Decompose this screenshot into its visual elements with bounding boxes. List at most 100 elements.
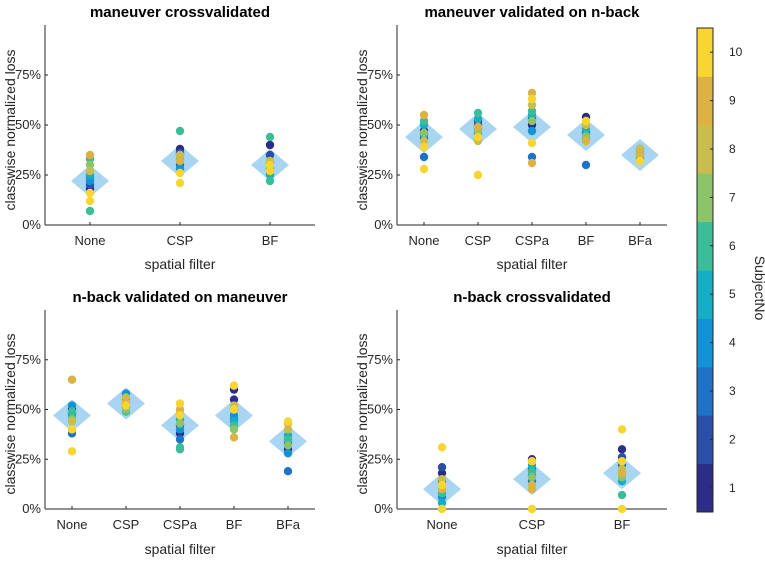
y-tick-label: 75%: [15, 67, 41, 82]
subject-point-6: [67, 407, 77, 416]
y-tick-label: 50%: [15, 117, 41, 132]
colorbar-frame: [696, 27, 714, 513]
colorbar-swatch-6: [697, 221, 713, 271]
subject-point-6: [527, 466, 537, 476]
subject-point-9: [527, 88, 537, 98]
panel-maneuver-validated-on-n-back: maneuver validated on n-back classwise n…: [354, 4, 667, 272]
subject-point-2: [437, 463, 447, 472]
subject-point-8: [67, 417, 77, 426]
colorbar-tick-label: 9: [729, 94, 736, 108]
colorbar-swatch-3: [697, 366, 713, 416]
subject-point-3: [175, 435, 185, 444]
x-tick-label-cspa: CSPa: [515, 233, 550, 248]
subject-point-9: [581, 136, 591, 146]
subject-point-7: [229, 425, 239, 434]
y-axis-label: classwise normalized loss: [354, 333, 370, 494]
subject-point-4: [527, 126, 537, 136]
subject-point-7: [419, 128, 429, 138]
x-tick-label-bf: BF: [614, 517, 631, 532]
subject-point-10: [617, 504, 627, 514]
subject-point-10: [635, 156, 645, 166]
subject-point-6: [175, 443, 185, 452]
y-tick-label: 0%: [374, 217, 393, 232]
subject-point-5: [473, 114, 483, 124]
subject-point-10: [67, 447, 77, 456]
colorbar-swatch-4: [697, 318, 713, 368]
subject-point-10: [419, 164, 429, 174]
colorbar-tick-label: 7: [729, 190, 736, 204]
x-tick-label-none: None: [56, 517, 87, 532]
x-tick-label-bf: BF: [226, 517, 243, 532]
subject-point-2: [265, 150, 275, 160]
panel-title: n-back crossvalidated: [453, 289, 611, 306]
subject-point-8: [437, 474, 447, 484]
subject-point-8: [283, 425, 293, 434]
x-tick-label-none: None: [408, 233, 439, 248]
colorbar-tick-label: 10: [729, 45, 743, 59]
subject-point-10: [175, 411, 185, 420]
subject-point-10: [121, 401, 131, 410]
subject-point-10: [617, 457, 627, 466]
colorbar-swatch-9: [697, 76, 713, 126]
subject-point-3: [419, 152, 429, 162]
subject-point-9: [175, 156, 185, 166]
x-tick-label-none: None: [74, 233, 105, 248]
subject-point-3: [527, 152, 537, 162]
subject-point-1: [229, 395, 239, 404]
subject-point-3: [283, 466, 293, 476]
subject-point-10: [67, 425, 77, 434]
subject-point-4: [85, 176, 95, 186]
subject-point-10: [527, 457, 537, 466]
y-axis-label: classwise normalized loss: [2, 333, 18, 494]
plot-area: 0% 25% 50% 75% None CSP BF: [367, 310, 667, 532]
y-tick-label: 25%: [15, 451, 41, 466]
colorbar-swatch-7: [697, 173, 713, 223]
y-tick-label: 75%: [367, 352, 393, 367]
x-tick-label-bf: BF: [578, 233, 595, 248]
subject-point-6: [419, 116, 429, 126]
x-axis-label: spatial filter: [145, 256, 216, 272]
colorbar-tick-label: 6: [729, 239, 736, 253]
colorbar-tick-label: 5: [729, 287, 736, 301]
y-tick-label: 0%: [22, 501, 41, 516]
plot-area: 0% 25% 50% 75% None CSP BF: [15, 25, 315, 248]
subject-point-9: [67, 375, 77, 384]
subject-point-10: [527, 138, 537, 148]
colorbar-tick-label: 8: [729, 142, 736, 156]
y-tick-label: 50%: [15, 402, 41, 417]
colorbar-swatch-1: [697, 463, 713, 513]
subject-point-10: [617, 425, 627, 434]
subject-point-9: [229, 433, 239, 442]
subject-point-9: [527, 158, 537, 168]
subject-point-10: [229, 405, 239, 414]
subject-point-6: [283, 435, 293, 444]
subject-point-6: [617, 490, 627, 500]
subject-point-6: [265, 132, 275, 142]
subject-point-10: [265, 160, 275, 170]
subject-point-6: [527, 106, 537, 116]
colorbar-swatch-2: [697, 415, 713, 465]
y-tick-label: 50%: [367, 402, 393, 417]
subject-point-1: [617, 445, 627, 454]
subject-point-8: [419, 136, 429, 146]
subject-point-1: [265, 140, 275, 150]
subject-point-6: [265, 176, 275, 186]
subject-point-10: [419, 142, 429, 152]
colorbar: 1 2 3 4 5 6 7 8 9 10 SubjectNo: [696, 27, 765, 513]
subject-point-6: [85, 206, 95, 216]
subject-point-10: [85, 188, 95, 198]
subject-point-7: [527, 116, 537, 126]
subject-point-9: [617, 468, 627, 478]
subject-point-9: [635, 150, 645, 160]
subject-point-9: [419, 110, 429, 120]
panel-title: maneuver validated on n-back: [424, 4, 640, 21]
subject-point-8: [527, 100, 537, 110]
colorbar-tick-label: 4: [729, 336, 736, 350]
x-tick-label-none: None: [426, 517, 457, 532]
x-tick-label-bf: BF: [262, 233, 279, 248]
subject-point-10: [473, 170, 483, 180]
subject-point-10: [527, 94, 537, 104]
subject-point-10: [437, 480, 447, 490]
subject-point-4: [67, 401, 77, 410]
panel-title: maneuver crossvalidated: [90, 4, 270, 21]
